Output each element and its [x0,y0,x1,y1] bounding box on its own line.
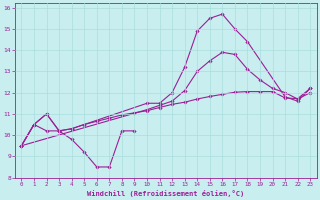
X-axis label: Windchill (Refroidissement éolien,°C): Windchill (Refroidissement éolien,°C) [87,190,244,197]
